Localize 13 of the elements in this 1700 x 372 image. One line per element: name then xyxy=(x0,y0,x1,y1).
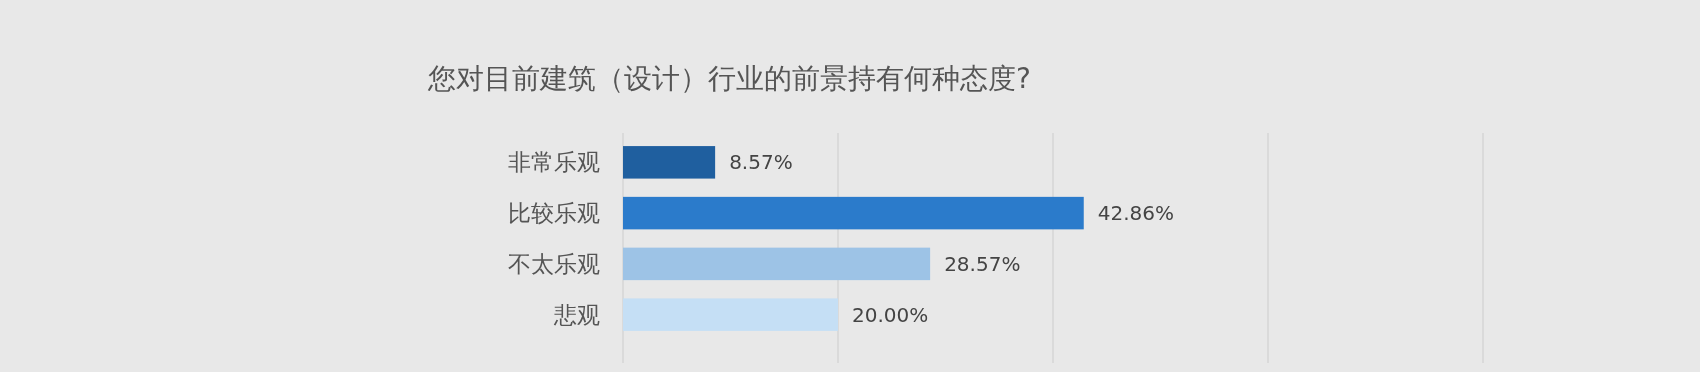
y-tick-label: 悲观 xyxy=(553,301,600,328)
bar xyxy=(623,196,1084,230)
data-label: 20.00% xyxy=(852,302,929,327)
y-tick-label: 不太乐观 xyxy=(508,250,600,277)
bar xyxy=(623,247,931,281)
data-label: 28.57% xyxy=(944,251,1021,276)
bar xyxy=(623,146,716,179)
y-tick-label: 比较乐观 xyxy=(508,200,600,227)
data-label: 42.86% xyxy=(1097,201,1175,226)
bar xyxy=(623,298,838,331)
data-label: 8.57% xyxy=(729,150,793,175)
y-tick-label: 非常乐观 xyxy=(508,149,600,176)
chart-title: 您对目前建筑（设计）行业的前景持有何种态度? xyxy=(427,62,1031,95)
